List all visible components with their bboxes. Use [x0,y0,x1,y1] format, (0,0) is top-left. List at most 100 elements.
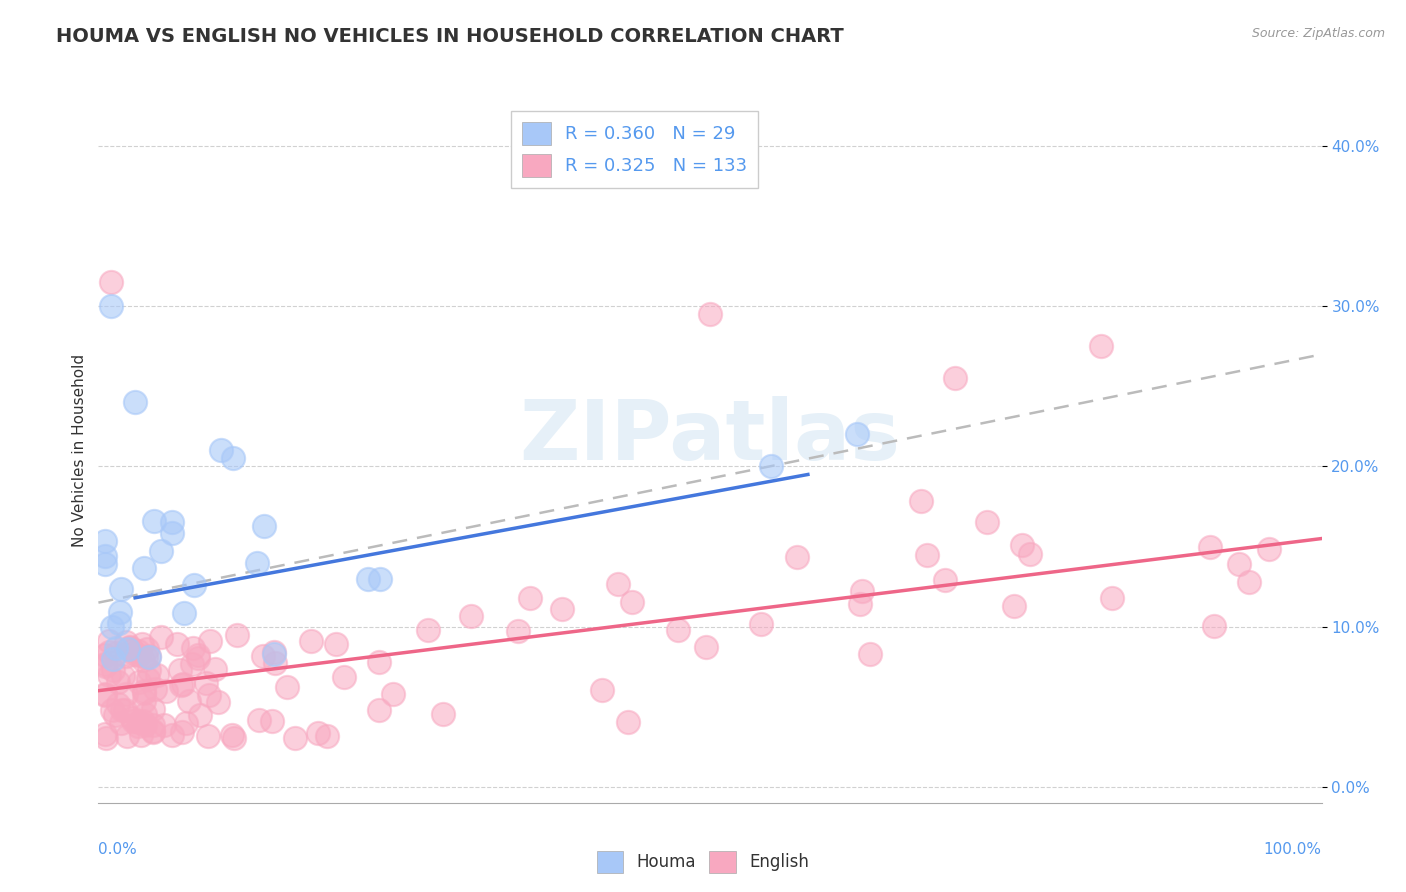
Point [284,731,307,745]
Point [859,647,882,661]
Point [197,729,219,743]
Point [695,640,717,654]
Legend: R = 0.360   N = 29, R = 0.325   N = 133: R = 0.360 N = 29, R = 0.325 N = 133 [512,111,758,188]
Point [786,549,808,564]
Point [110,716,132,731]
Point [1202,619,1225,633]
Point [222,451,245,466]
Point [416,623,439,637]
Point [112,669,135,683]
Point [138,650,160,665]
Point [934,573,956,587]
Point [136,641,159,656]
Point [263,645,285,659]
Point [845,427,868,442]
Point [1257,542,1279,557]
Point [138,648,160,663]
Point [183,578,205,592]
Point [100,299,122,313]
Point [180,657,202,671]
Point [114,703,136,717]
Point [153,717,176,731]
Point [160,515,183,529]
Point [143,514,166,528]
Point [136,672,159,686]
Point [181,640,204,655]
Point [101,651,124,665]
Point [114,687,136,701]
Point [124,395,146,409]
Point [170,677,193,691]
Point [111,703,134,717]
Point [308,726,330,740]
Point [198,688,221,702]
Point [172,677,194,691]
Point [108,605,131,619]
Point [204,662,226,676]
Point [299,633,322,648]
Point [188,707,211,722]
Point [160,525,183,540]
Point [179,694,201,708]
Text: ZIPatlas: ZIPatlas [520,396,900,477]
Point [107,675,129,690]
Point [1198,540,1220,554]
Point [94,731,117,745]
Point [194,676,217,690]
Point [247,713,270,727]
Point [114,635,136,649]
Point [749,616,772,631]
Point [910,494,932,508]
Text: 0.0%: 0.0% [98,841,138,856]
Point [131,637,153,651]
Point [104,640,127,655]
Point [315,729,337,743]
Point [101,663,124,677]
Point [187,651,209,665]
Point [127,648,149,662]
Point [368,572,391,586]
Point [100,703,122,717]
Text: Source: ZipAtlas.com: Source: ZipAtlas.com [1251,27,1385,40]
Point [209,443,232,458]
Point [108,615,131,630]
Point [1019,547,1042,561]
Point [149,630,172,644]
Point [761,459,783,474]
Point [129,727,152,741]
Point [118,640,141,655]
Point [117,642,139,657]
Point [132,684,155,698]
Point [263,656,285,670]
Point [121,711,143,725]
Point [105,646,128,660]
Point [121,714,143,728]
Point [174,716,197,731]
Point [104,708,127,723]
Point [131,652,153,666]
Point [142,725,165,739]
Point [170,724,193,739]
Point [166,637,188,651]
Point [325,637,347,651]
Point [207,695,229,709]
Point [917,548,939,562]
Point [382,687,405,701]
Point [252,519,274,533]
Point [155,683,177,698]
Point [100,275,122,289]
Point [356,572,378,586]
Point [551,602,574,616]
Point [107,698,129,712]
Point [162,728,184,742]
Point [100,620,122,634]
Point [93,534,115,549]
Text: HOUMA VS ENGLISH NO VEHICLES IN HOUSEHOLD CORRELATION CHART: HOUMA VS ENGLISH NO VEHICLES IN HOUSEHOL… [56,27,844,45]
Point [169,663,191,677]
Point [93,657,115,671]
Point [432,707,454,722]
Point [110,582,132,597]
Point [138,663,160,677]
Point [333,670,356,684]
Point [143,682,166,697]
